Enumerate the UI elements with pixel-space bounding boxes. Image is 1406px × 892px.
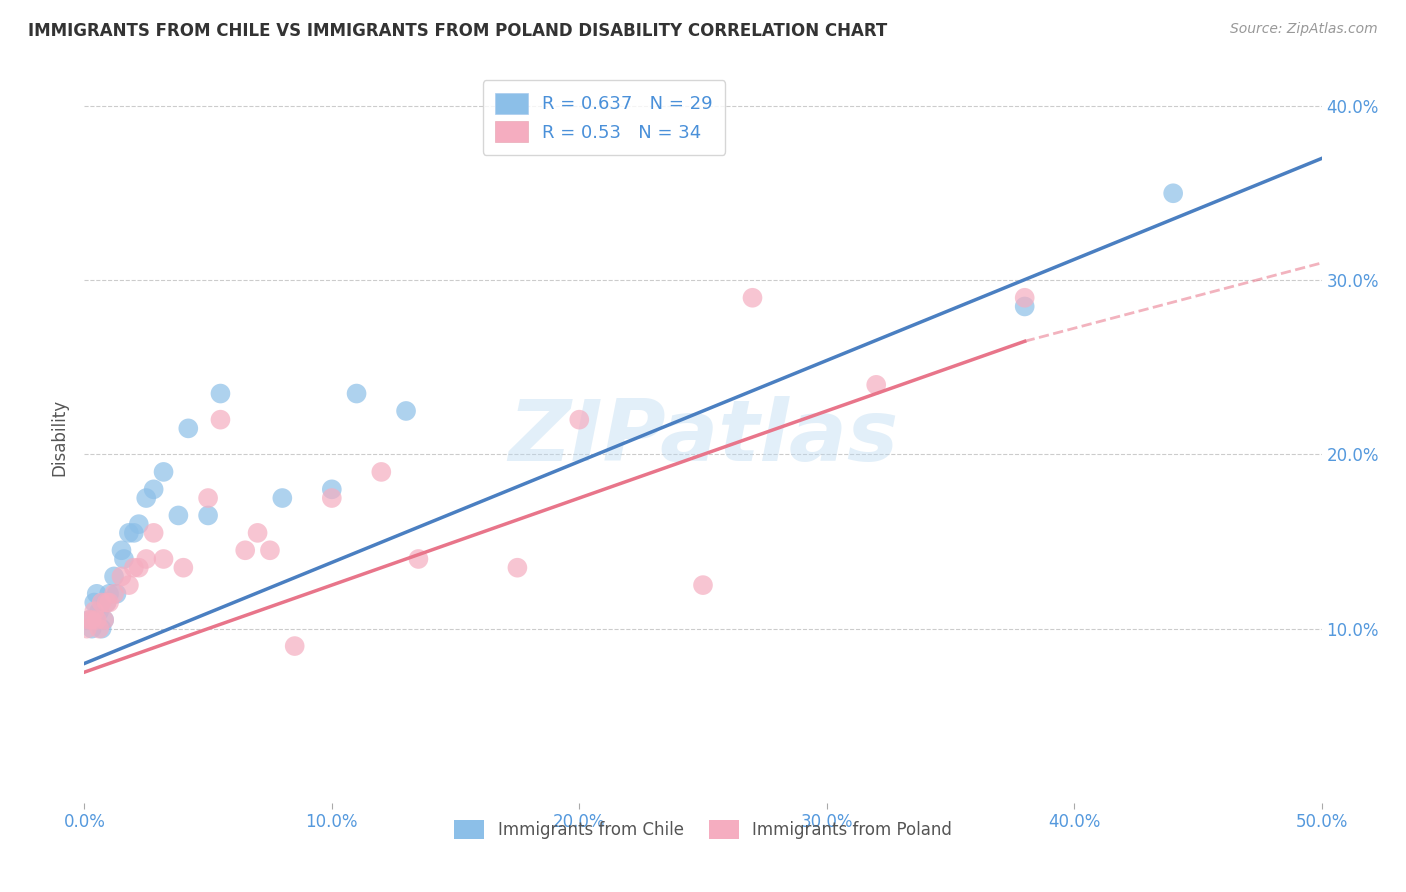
Point <box>89 604 111 618</box>
Point <box>209 386 232 401</box>
Point <box>142 483 165 497</box>
Point <box>83 604 105 618</box>
Point <box>90 595 112 609</box>
Point <box>98 587 121 601</box>
Y-axis label: Disability: Disability <box>51 399 69 475</box>
Point <box>177 421 200 435</box>
Point <box>197 491 219 505</box>
Point <box>1014 300 1036 314</box>
Point <box>93 613 115 627</box>
Point <box>152 552 174 566</box>
Point <box>321 491 343 505</box>
Point <box>122 560 145 574</box>
Point <box>122 525 145 540</box>
Point <box>167 508 190 523</box>
Point <box>83 595 105 609</box>
Point <box>103 569 125 583</box>
Point <box>76 622 98 636</box>
Point <box>172 560 194 574</box>
Point <box>118 525 141 540</box>
Point <box>80 613 103 627</box>
Point <box>568 412 591 426</box>
Point <box>128 517 150 532</box>
Point <box>692 578 714 592</box>
Point <box>259 543 281 558</box>
Point <box>233 543 256 558</box>
Point <box>96 595 118 609</box>
Point <box>96 595 118 609</box>
Point <box>110 543 132 558</box>
Point <box>395 404 418 418</box>
Point <box>741 291 763 305</box>
Point <box>98 595 121 609</box>
Legend: Immigrants from Chile, Immigrants from Poland: Immigrants from Chile, Immigrants from P… <box>447 814 959 846</box>
Point <box>865 377 887 392</box>
Point <box>86 613 108 627</box>
Point <box>197 508 219 523</box>
Point <box>1014 291 1036 305</box>
Text: IMMIGRANTS FROM CHILE VS IMMIGRANTS FROM POLAND DISABILITY CORRELATION CHART: IMMIGRANTS FROM CHILE VS IMMIGRANTS FROM… <box>28 22 887 40</box>
Point <box>135 552 157 566</box>
Point <box>135 491 157 505</box>
Point <box>152 465 174 479</box>
Point <box>89 622 111 636</box>
Point <box>209 412 232 426</box>
Point <box>506 560 529 574</box>
Point <box>112 552 135 566</box>
Point <box>128 560 150 574</box>
Point <box>408 552 430 566</box>
Point <box>110 569 132 583</box>
Point <box>105 587 128 601</box>
Point <box>90 622 112 636</box>
Point <box>79 613 101 627</box>
Point <box>142 525 165 540</box>
Text: Source: ZipAtlas.com: Source: ZipAtlas.com <box>1230 22 1378 37</box>
Point <box>1161 186 1184 201</box>
Point <box>346 386 368 401</box>
Point <box>370 465 392 479</box>
Point <box>103 587 125 601</box>
Point <box>79 613 101 627</box>
Point <box>246 525 269 540</box>
Point <box>118 578 141 592</box>
Point <box>271 491 294 505</box>
Point <box>321 483 343 497</box>
Point <box>86 587 108 601</box>
Point <box>284 639 307 653</box>
Text: ZIPatlas: ZIPatlas <box>508 395 898 479</box>
Point <box>93 613 115 627</box>
Point <box>80 622 103 636</box>
